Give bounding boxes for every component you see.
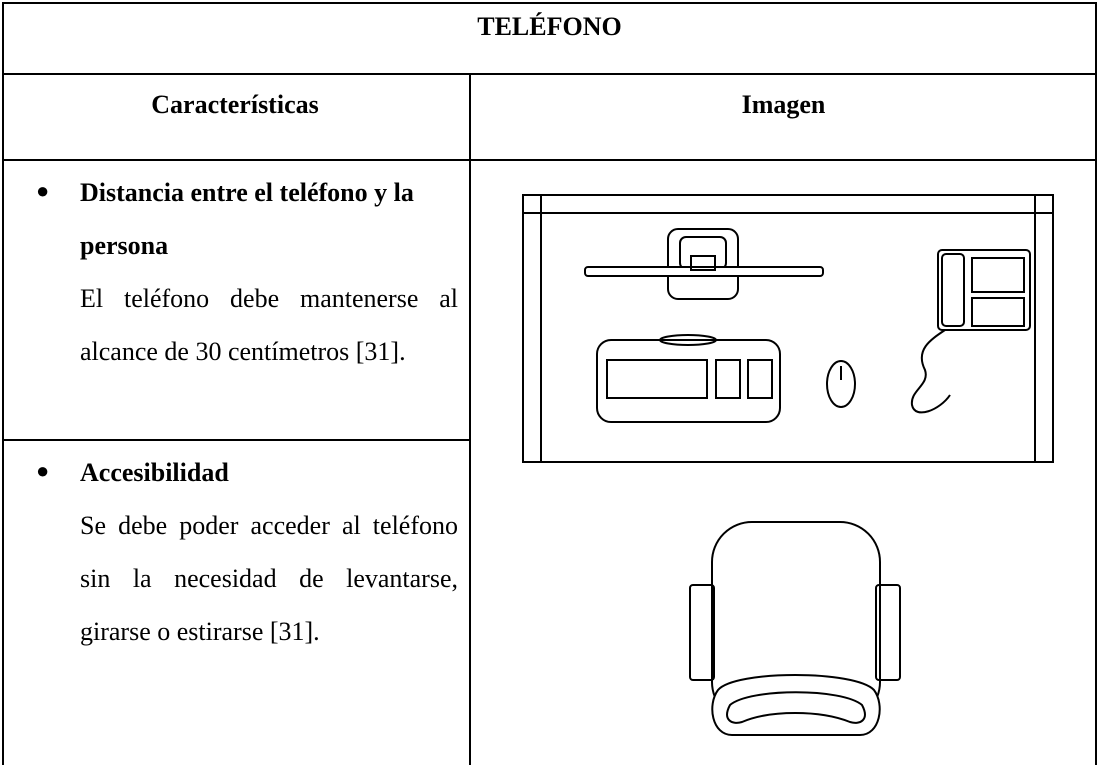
bullet: ● (36, 458, 50, 483)
item-title: Distancia entre el teléfono y la persona (80, 178, 414, 260)
column-header: Imagen (741, 90, 826, 119)
bullet: ● (36, 178, 50, 203)
column-header: Características (151, 90, 319, 119)
item-title: Accesibilidad (80, 458, 229, 487)
item-text: El teléfono debe mantenerse al alcance d… (80, 284, 458, 366)
title: TELÉFONO (477, 12, 622, 41)
border (2, 73, 1097, 75)
border (2, 159, 1097, 161)
border (2, 2, 4, 765)
item: Accesibilidad Se debe poder acceder al t… (80, 446, 458, 658)
item: Distancia entre el teléfono y la persona… (80, 166, 458, 378)
item-text: Se debe poder acceder al teléfono sin la… (80, 511, 458, 646)
border (2, 2, 1097, 4)
border (1095, 2, 1097, 765)
border (2, 439, 471, 441)
border (469, 73, 471, 765)
